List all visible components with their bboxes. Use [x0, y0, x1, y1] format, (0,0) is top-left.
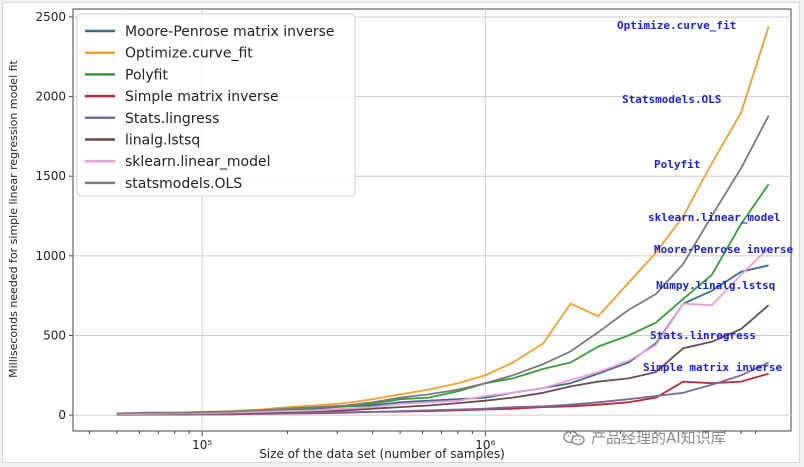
annotation-label: Polyfit	[654, 158, 700, 171]
wechat-icon	[563, 430, 585, 445]
legend-entry: linalg.lstsq	[125, 133, 200, 149]
y-tick-label: 500	[43, 328, 66, 342]
annotation-label: sklearn.linear_model	[648, 211, 780, 224]
y-tick-label: 0	[58, 408, 66, 422]
annotation-label: Simple matrix inverse	[643, 361, 782, 374]
series-lines	[116, 26, 770, 416]
legend-entry: sklearn.linear_model	[125, 154, 271, 170]
legend-box	[76, 13, 356, 197]
legend-entry: statsmodels.OLS	[125, 176, 242, 192]
legend-entry: Moore-Penrose matrix inverse	[125, 24, 335, 40]
legend-entry: Polyfit	[125, 67, 169, 83]
y-axis-ticks: 0 500 1000 1500 2000 2500	[35, 10, 73, 422]
series-annotations: Optimize.curve_fit Statsmodels.OLS Polyfit…	[617, 19, 793, 374]
y-axis-label: Milliseconds needed for simple linear re…	[7, 59, 20, 377]
x-axis-label: Size of the data set (number of samples)	[259, 447, 505, 461]
annotation-label: Numpy.linalg.lstsq	[656, 279, 775, 292]
x-axis-ticks: 10⁵ 10⁶	[88, 431, 757, 452]
legend-entry: Simple matrix inverse	[125, 89, 279, 105]
legend-entry: Optimize.curve_fit	[125, 46, 253, 62]
y-tick-label: 1000	[35, 249, 66, 263]
y-tick-label: 1500	[35, 169, 66, 183]
watermark-text: 产品经理的AI知识库	[591, 429, 726, 447]
series-line-statsmodels-ols	[116, 115, 770, 415]
figure-frame: 10⁵ 10⁶ 0 500 1000 1500 2000 2500 Optimize.cur…	[2, 2, 800, 463]
annotation-label: Stats.linregress	[650, 329, 756, 342]
annotation-label: Moore-Penrose inverse	[654, 243, 793, 256]
watermark: 产品经理的AI知识库	[563, 427, 726, 448]
y-tick-label: 2500	[35, 10, 66, 24]
y-tick-label: 2000	[35, 90, 66, 104]
legend-entry: Stats.lingress	[125, 111, 219, 127]
x-tick-label: 10⁵	[192, 438, 212, 452]
series-line-sklearn-linear-model	[116, 247, 770, 416]
legend: Moore-Penrose matrix inverse Optimize.cur…	[76, 13, 356, 197]
line-chart: 10⁵ 10⁶ 0 500 1000 1500 2000 2500 Optimize.cur…	[7, 8, 793, 461]
annotation-label: Statsmodels.OLS	[622, 93, 721, 106]
annotation-label: Optimize.curve_fit	[617, 19, 736, 32]
x-tick-label: 10⁶	[475, 438, 495, 452]
